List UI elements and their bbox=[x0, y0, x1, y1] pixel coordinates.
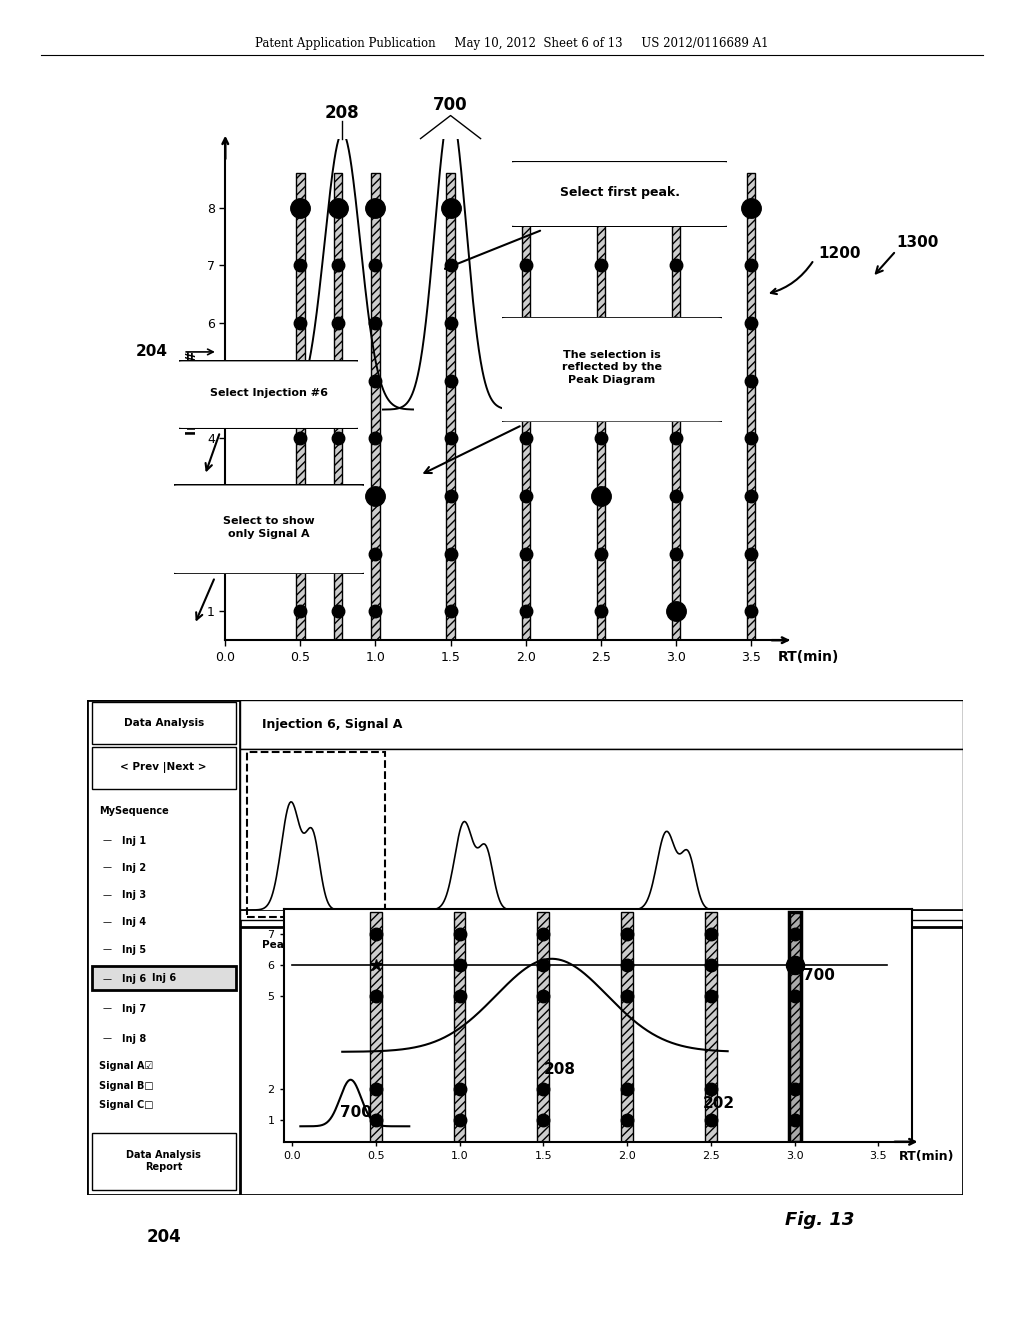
Bar bbox=[370, 912, 382, 1142]
Text: Data Analysis
Report: Data Analysis Report bbox=[126, 1151, 201, 1172]
Text: 204: 204 bbox=[146, 1228, 181, 1246]
Bar bbox=[706, 912, 717, 1142]
Text: Inj 8: Inj 8 bbox=[122, 1034, 146, 1044]
Text: Fig. 12: Fig. 12 bbox=[716, 747, 785, 766]
Text: 700: 700 bbox=[803, 969, 835, 983]
Bar bbox=[248, 751, 385, 917]
Bar bbox=[454, 912, 466, 1142]
Text: The selection is
reflected by the
Peak Diagram: The selection is reflected by the Peak D… bbox=[562, 350, 662, 385]
Text: —: — bbox=[102, 836, 112, 845]
Text: Patent Application Publication     May 10, 2012  Sheet 6 of 13     US 2012/01166: Patent Application Publication May 10, 2… bbox=[255, 37, 769, 50]
Text: —: — bbox=[102, 917, 112, 927]
Bar bbox=[241, 700, 963, 750]
Bar bbox=[672, 173, 680, 640]
Text: —: — bbox=[102, 891, 112, 900]
Bar bbox=[746, 173, 755, 640]
Bar bbox=[788, 912, 801, 1142]
Bar bbox=[91, 1133, 236, 1189]
Text: Inj 2: Inj 2 bbox=[122, 863, 146, 873]
Text: Injection 6, Signal A: Injection 6, Signal A bbox=[262, 718, 402, 731]
Text: 208: 208 bbox=[325, 104, 359, 123]
Text: Data Analysis: Data Analysis bbox=[124, 718, 204, 729]
FancyBboxPatch shape bbox=[174, 360, 364, 429]
Bar bbox=[296, 173, 304, 640]
Text: 1200: 1200 bbox=[818, 247, 861, 261]
Text: Inj 4: Inj 4 bbox=[122, 917, 146, 928]
Bar bbox=[622, 912, 633, 1142]
Bar bbox=[91, 702, 236, 744]
Text: 204: 204 bbox=[136, 345, 168, 359]
Text: Signal A☑: Signal A☑ bbox=[99, 1061, 154, 1071]
Text: 202: 202 bbox=[703, 1096, 735, 1110]
FancyBboxPatch shape bbox=[168, 484, 370, 574]
FancyBboxPatch shape bbox=[506, 161, 733, 227]
Text: —: — bbox=[102, 1034, 112, 1043]
Text: Inj 6: Inj 6 bbox=[152, 973, 176, 983]
Text: RT(min): RT(min) bbox=[778, 651, 840, 664]
Bar bbox=[538, 912, 549, 1142]
Text: < Prev |Next >: < Prev |Next > bbox=[121, 762, 207, 774]
Text: RT(min): RT(min) bbox=[899, 1150, 954, 1163]
FancyBboxPatch shape bbox=[496, 317, 728, 422]
Bar bbox=[91, 966, 236, 990]
Text: 208: 208 bbox=[544, 1061, 577, 1077]
Text: —: — bbox=[102, 945, 112, 954]
Text: Fig. 13: Fig. 13 bbox=[784, 1210, 854, 1229]
Bar bbox=[597, 173, 605, 640]
Text: MySequence: MySequence bbox=[99, 807, 169, 816]
Text: Inj 6: Inj 6 bbox=[122, 974, 146, 985]
Bar bbox=[334, 173, 342, 640]
Text: Peak Diagram: Peak Diagram bbox=[262, 940, 344, 949]
Text: Inj 3: Inj 3 bbox=[122, 890, 146, 900]
Text: Select to show
only Signal A: Select to show only Signal A bbox=[223, 516, 314, 539]
Text: —: — bbox=[102, 863, 112, 873]
Text: 1300: 1300 bbox=[896, 235, 938, 249]
Text: Inj 5: Inj 5 bbox=[122, 945, 146, 954]
Bar bbox=[521, 173, 529, 640]
Text: Signal C□: Signal C□ bbox=[99, 1101, 154, 1110]
Text: Select first peak.: Select first peak. bbox=[559, 186, 680, 199]
Bar bbox=[91, 747, 236, 789]
Text: 202: 202 bbox=[471, 733, 506, 751]
Text: —: — bbox=[102, 974, 112, 983]
Text: —: — bbox=[102, 1005, 112, 1014]
Text: Inj 7: Inj 7 bbox=[122, 1005, 146, 1014]
Bar bbox=[446, 173, 455, 640]
Text: Injection #: Injection # bbox=[185, 350, 200, 434]
Text: Select Injection #6: Select Injection #6 bbox=[210, 388, 328, 399]
Bar bbox=[372, 173, 380, 640]
Text: 700: 700 bbox=[340, 1105, 372, 1119]
Text: Inj 1: Inj 1 bbox=[122, 836, 146, 846]
Bar bbox=[241, 750, 963, 920]
Text: 700: 700 bbox=[433, 96, 468, 114]
Text: Signal B□: Signal B□ bbox=[99, 1081, 154, 1090]
